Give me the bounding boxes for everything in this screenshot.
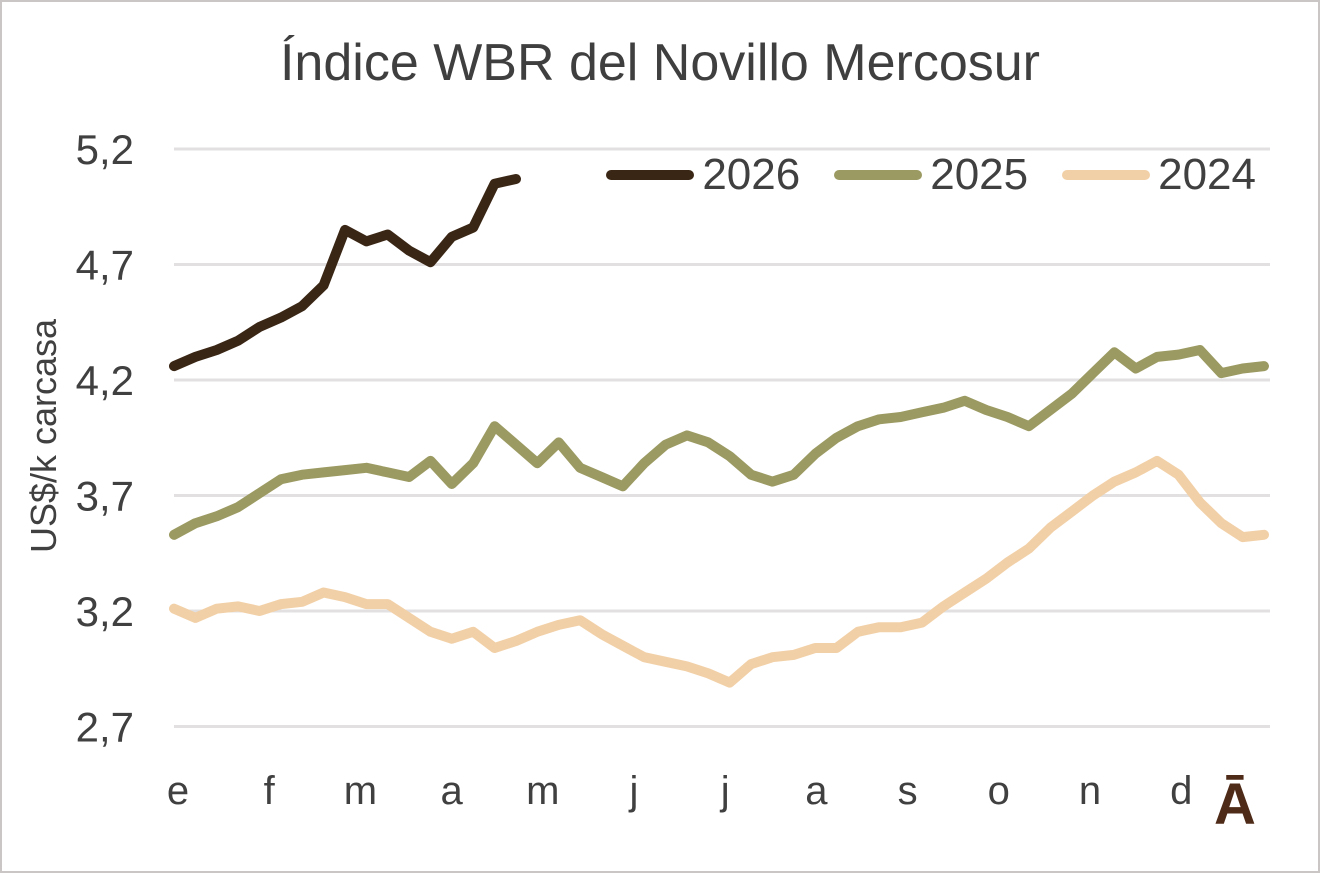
brand-mark: Ā (1214, 772, 1256, 837)
legend-label-2025: 2025 (930, 150, 1029, 199)
chart-legend: 2026 2025 2024 (606, 150, 1256, 200)
legend-item-2026: 2026 (606, 150, 800, 200)
y-tick-label-5,2: 5,2 (76, 126, 134, 173)
x-tick-label-10-n: n (1079, 769, 1101, 813)
legend-label-2024: 2024 (1158, 150, 1256, 199)
legend-swatch-2024 (1062, 170, 1151, 180)
x-tick-label-6-j: j (720, 769, 730, 813)
x-tick-label-11-d: d (1170, 769, 1192, 813)
y-tick-label-3,7: 3,7 (76, 473, 134, 520)
x-tick-label-0-e: e (167, 769, 189, 813)
y-tick-label-4,2: 4,2 (76, 357, 134, 404)
series-line-2025 (169, 345, 1269, 540)
y-tick-label-2,7: 2,7 (76, 704, 134, 751)
y-axis-title: US$/k carcasa (23, 318, 64, 554)
series-line-2026 (169, 174, 521, 372)
chart-title: Índice WBR del Novillo Mercosur (279, 34, 1041, 92)
y-tick-label-4,7: 4,7 (76, 242, 134, 289)
x-tick-label-1-f: f (264, 769, 276, 813)
series-line-2024 (169, 455, 1269, 688)
legend-swatch-2025 (834, 170, 923, 180)
legend-item-2024: 2024 (1062, 150, 1256, 200)
x-tick-label-2-m: m (344, 769, 377, 813)
legend-item-2025: 2025 (834, 150, 1028, 200)
x-tick-label-5-j: j (629, 769, 639, 813)
x-tick-label-3-a: a (440, 769, 463, 813)
y-tick-label-3,2: 3,2 (76, 588, 134, 635)
x-tick-label-4-m: m (526, 769, 559, 813)
legend-label-2026: 2026 (702, 150, 801, 199)
legend-swatch-2026 (606, 170, 695, 180)
x-tick-label-9-o: o (988, 769, 1010, 813)
x-tick-label-7-a: a (805, 769, 828, 813)
x-tick-label-8-s: s (898, 769, 918, 813)
